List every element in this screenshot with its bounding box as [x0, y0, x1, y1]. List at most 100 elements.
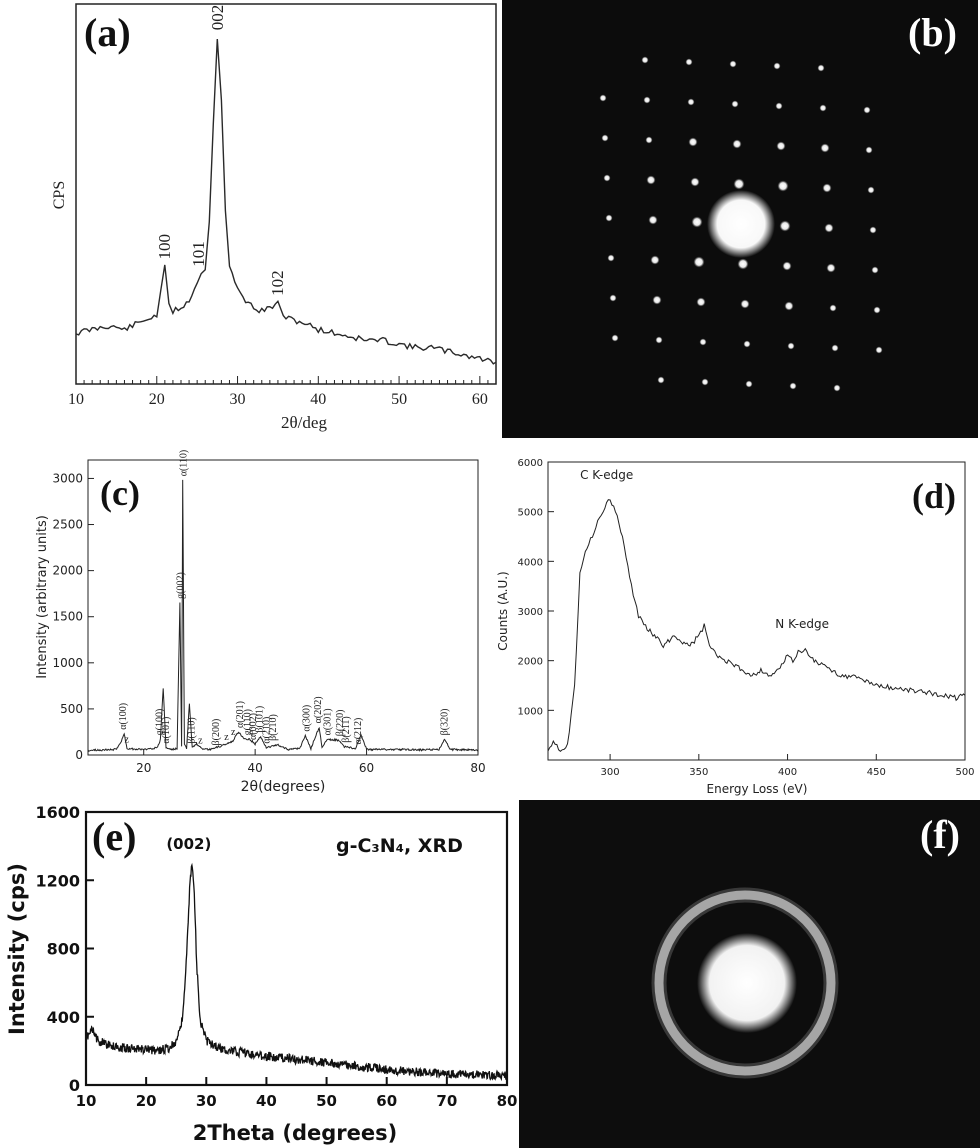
- panel-c-phase-label: g(110): [242, 709, 253, 735]
- panel-b-diffraction-spot: [829, 304, 837, 312]
- panel-a-x-tick-label: 60: [472, 391, 488, 408]
- panel-d-edge-label: N K-edge: [775, 617, 829, 631]
- panel-a-label: (a): [84, 10, 131, 55]
- panel-b-diffraction-spot: [784, 301, 794, 311]
- panel-f-diffraction-ring-halo: [651, 887, 839, 1079]
- panel-b-diffraction-spot: [652, 295, 662, 305]
- panel-a-x-tick-label: 40: [310, 391, 326, 408]
- panel-f: (f): [519, 800, 980, 1148]
- panel-c-x-tick-label: 20: [136, 761, 151, 775]
- panel-c-phase-label: α(100): [118, 703, 129, 730]
- panel-d-frame: [547, 461, 966, 761]
- panel-b-diffraction-spot: [691, 216, 703, 228]
- panel-b-diffraction-spot: [601, 134, 609, 142]
- panel-c-y-tick-label: 1000: [52, 656, 83, 670]
- panel-b-label: (b): [908, 10, 957, 55]
- panel-c-phase-label: α(212): [353, 718, 364, 745]
- panel-e-series-line: [85, 862, 508, 1082]
- panel-b-diffraction-spot: [822, 183, 832, 193]
- panel-c-frame: [87, 459, 479, 756]
- panel-c-phase-label: α(202): [313, 696, 324, 723]
- panel-b-diffraction-spot: [773, 62, 781, 70]
- panel-e-y-tick-label: 400: [47, 1008, 80, 1027]
- panel-b-diffraction-spot: [865, 146, 873, 154]
- panel-b-diffraction-spot: [701, 378, 709, 386]
- panel-c-label: (c): [100, 473, 140, 513]
- panel-d-x-tick-label: 400: [778, 767, 797, 778]
- panel-e-axes: 0 400 800 1200 1600 10 20 30 40 50 60 70 80: [35, 803, 517, 1110]
- panel-a-x-tick-label: 20: [149, 391, 165, 408]
- panel-e-x-tick-label: 30: [196, 1092, 217, 1110]
- panel-c-phase-label: α(101): [161, 717, 172, 744]
- panel-e-sample-label: g-C₃N₄, XRD: [336, 835, 463, 857]
- panel-b-diffraction-spot: [779, 220, 791, 232]
- panel-c-phase-label: α(110): [178, 450, 189, 477]
- panel-a-y-axis-label: CPS: [51, 181, 68, 209]
- panel-b-diffraction-spot: [687, 98, 695, 106]
- panel-c-phase-labels: α(100)zg(100)α(101)g(002)α(110)β(110) z β(…: [118, 450, 450, 747]
- panel-b-diffraction-spot: [875, 346, 883, 354]
- panel-b-diffraction-spot: [871, 266, 879, 274]
- panel-d-y-tick-label: 6000: [518, 458, 543, 469]
- panel-c-phase-label: g(100): [154, 709, 165, 736]
- panel-b-diffraction-spot: [605, 214, 613, 222]
- panel-b-diffraction-spot: [817, 64, 825, 72]
- panel-e-label: (e): [92, 814, 136, 859]
- panel-f-central-beam: [697, 933, 797, 1033]
- panel-b-diffraction-spot: [645, 136, 653, 144]
- panel-b-diffraction-spot: [607, 254, 615, 262]
- panel-d-series-line: [547, 499, 966, 752]
- panel-a-x-ticks: [75, 376, 497, 384]
- panel-c-phase-label: z: [231, 727, 236, 738]
- panel-a-x-tick-label: 50: [391, 391, 407, 408]
- panel-b-diffraction-spot: [776, 141, 786, 151]
- panel-d-y-tick-label: 4000: [518, 557, 543, 568]
- panel-b-diffraction-spot: [729, 60, 737, 68]
- panel-c-phase-label: z: [198, 735, 203, 746]
- panel-d-x-axis-label: Energy Loss (eV): [707, 782, 808, 796]
- panel-b-diffraction-spot: [777, 180, 789, 192]
- panel-b-diffraction-spot: [782, 261, 792, 271]
- panel-b-diffraction-spot: [699, 338, 707, 346]
- panel-c-phase-label: β(200): [211, 719, 222, 746]
- panel-c-x-tick-label: 40: [248, 761, 263, 775]
- panel-b-diffraction-spot: [826, 263, 836, 273]
- panel-e-x-tick-label: 70: [436, 1092, 457, 1110]
- panel-b-diffraction-spot: [731, 100, 739, 108]
- panel-a-peak-label: 002: [208, 5, 227, 31]
- panel-b-diffraction-spot: [688, 137, 698, 147]
- panel-a: 10 20 30 40 50 60 100 101 002 102 (a) 2θ/deg CPS: [51, 3, 497, 432]
- panel-d-edge-label: C K-edge: [580, 468, 633, 482]
- panel-e-x-tick-label: 80: [497, 1092, 518, 1110]
- panel-b-diffraction-spot: [611, 334, 619, 342]
- panel-e-y-axis-label: Intensity (cps): [5, 863, 29, 1035]
- panel-b-diffraction-spot: [650, 255, 660, 265]
- panel-b-diffraction-spot: [789, 382, 797, 390]
- panel-b-diffraction-spot: [863, 106, 871, 114]
- panel-f-label: (f): [920, 812, 960, 857]
- panel-a-frame: [75, 3, 497, 385]
- panel-a-series-line: [75, 38, 497, 365]
- panel-b-diffraction-spots: [599, 56, 883, 392]
- panel-e-y-tick-label: 1200: [35, 871, 80, 890]
- panel-c-phase-label: β(211): [341, 716, 352, 742]
- panel-a-x-tick-label: 30: [230, 391, 246, 408]
- panel-d-y-tick-label: 2000: [518, 657, 543, 668]
- panel-b-diffraction-spot: [831, 344, 839, 352]
- panel-b-diffraction-spot: [609, 294, 617, 302]
- panel-d-x-tick-label: 500: [955, 767, 974, 778]
- panel-d-x-tick-label: 450: [867, 767, 886, 778]
- panel-e-annotations: (002) g-C₃N₄, XRD: [166, 835, 463, 857]
- panel-c-phase-label: β(110): [187, 717, 198, 743]
- panel-c-phase-label: α(300): [301, 705, 312, 732]
- panel-c-phase-label: z: [224, 732, 229, 743]
- panel-d-x-tick-label: 350: [689, 767, 708, 778]
- panel-d-y-axis-label: Counts (A.U.): [496, 571, 510, 650]
- panel-b-diffraction-spot: [873, 306, 881, 314]
- panel-b-diffraction-spot: [696, 297, 706, 307]
- panel-b-diffraction-spot: [819, 104, 827, 112]
- panel-b-diffraction-spot: [867, 186, 875, 194]
- panel-c-axes: 0 500 1000 1500 2000 2500 3000 20 40 60 80: [52, 471, 485, 775]
